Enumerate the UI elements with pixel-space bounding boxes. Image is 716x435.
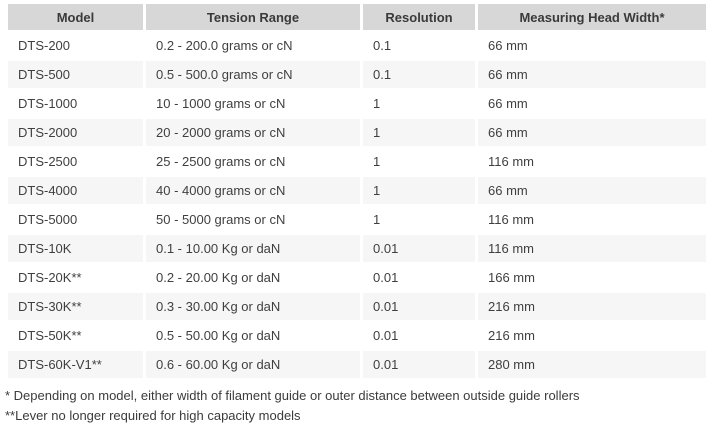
table-row: DTS-30K** 0.3 - 30.00 Kg or daN 0.01 216… — [8, 293, 706, 320]
table-row: DTS-2000 20 - 2000 grams or cN 1 66 mm — [8, 119, 706, 146]
cell-head-width: 216 mm — [478, 293, 706, 320]
cell-tension: 40 - 4000 grams or cN — [146, 177, 360, 204]
cell-model: DTS-30K** — [8, 293, 143, 320]
cell-resolution: 1 — [363, 177, 475, 204]
cell-head-width: 116 mm — [478, 148, 706, 175]
cell-tension: 0.5 - 50.00 Kg or daN — [146, 322, 360, 349]
column-header-resolution: Resolution — [363, 4, 475, 30]
table-row: DTS-60K-V1** 0.6 - 60.00 Kg or daN 0.01 … — [8, 351, 706, 378]
cell-model: DTS-500 — [8, 61, 143, 88]
cell-model: DTS-10K — [8, 235, 143, 262]
table-row: DTS-1000 10 - 1000 grams or cN 1 66 mm — [8, 90, 706, 117]
table-row: DTS-200 0.2 - 200.0 grams or cN 0.1 66 m… — [8, 32, 706, 59]
cell-head-width: 66 mm — [478, 119, 706, 146]
spec-table-body: DTS-200 0.2 - 200.0 grams or cN 0.1 66 m… — [8, 32, 706, 378]
cell-head-width: 280 mm — [478, 351, 706, 378]
cell-model: DTS-4000 — [8, 177, 143, 204]
cell-resolution: 1 — [363, 206, 475, 233]
cell-resolution: 1 — [363, 90, 475, 117]
cell-head-width: 116 mm — [478, 206, 706, 233]
cell-tension: 0.3 - 30.00 Kg or daN — [146, 293, 360, 320]
cell-head-width: 66 mm — [478, 61, 706, 88]
cell-resolution: 0.1 — [363, 32, 475, 59]
table-row: DTS-5000 50 - 5000 grams or cN 1 116 mm — [8, 206, 706, 233]
cell-tension: 25 - 2500 grams or cN — [146, 148, 360, 175]
cell-tension: 0.5 - 500.0 grams or cN — [146, 61, 360, 88]
cell-model: DTS-2000 — [8, 119, 143, 146]
table-row: DTS-4000 40 - 4000 grams or cN 1 66 mm — [8, 177, 706, 204]
spec-table: Model Tension Range Resolution Measuring… — [5, 2, 709, 380]
cell-model: DTS-20K** — [8, 264, 143, 291]
column-header-model: Model — [8, 4, 143, 30]
table-row: DTS-500 0.5 - 500.0 grams or cN 0.1 66 m… — [8, 61, 706, 88]
cell-resolution: 0.01 — [363, 351, 475, 378]
cell-head-width: 66 mm — [478, 177, 706, 204]
cell-resolution: 0.01 — [363, 235, 475, 262]
cell-tension: 0.1 - 10.00 Kg or daN — [146, 235, 360, 262]
footnotes: * Depending on model, either width of fi… — [5, 386, 716, 426]
footnote-lever: **Lever no longer required for high capa… — [5, 408, 301, 423]
cell-model: DTS-200 — [8, 32, 143, 59]
cell-tension: 0.6 - 60.00 Kg or daN — [146, 351, 360, 378]
table-row: DTS-10K 0.1 - 10.00 Kg or daN 0.01 116 m… — [8, 235, 706, 262]
cell-resolution: 0.01 — [363, 264, 475, 291]
cell-model: DTS-2500 — [8, 148, 143, 175]
footnote-measuring-head-width: * Depending on model, either width of fi… — [5, 388, 580, 403]
cell-tension: 0.2 - 20.00 Kg or daN — [146, 264, 360, 291]
cell-model: DTS-5000 — [8, 206, 143, 233]
cell-model: DTS-1000 — [8, 90, 143, 117]
cell-head-width: 216 mm — [478, 322, 706, 349]
cell-resolution: 1 — [363, 119, 475, 146]
column-header-measuring-head-width: Measuring Head Width* — [478, 4, 706, 30]
cell-head-width: 66 mm — [478, 32, 706, 59]
column-header-tension-range: Tension Range — [146, 4, 360, 30]
cell-model: DTS-50K** — [8, 322, 143, 349]
cell-resolution: 0.01 — [363, 322, 475, 349]
table-row: DTS-2500 25 - 2500 grams or cN 1 116 mm — [8, 148, 706, 175]
cell-tension: 0.2 - 200.0 grams or cN — [146, 32, 360, 59]
table-row: DTS-20K** 0.2 - 20.00 Kg or daN 0.01 166… — [8, 264, 706, 291]
cell-resolution: 1 — [363, 148, 475, 175]
cell-head-width: 166 mm — [478, 264, 706, 291]
cell-resolution: 0.1 — [363, 61, 475, 88]
cell-tension: 10 - 1000 grams or cN — [146, 90, 360, 117]
cell-head-width: 116 mm — [478, 235, 706, 262]
cell-model: DTS-60K-V1** — [8, 351, 143, 378]
header-row: Model Tension Range Resolution Measuring… — [8, 4, 706, 30]
cell-tension: 20 - 2000 grams or cN — [146, 119, 360, 146]
spec-table-header: Model Tension Range Resolution Measuring… — [8, 4, 706, 30]
table-row: DTS-50K** 0.5 - 50.00 Kg or daN 0.01 216… — [8, 322, 706, 349]
cell-head-width: 66 mm — [478, 90, 706, 117]
cell-resolution: 0.01 — [363, 293, 475, 320]
cell-tension: 50 - 5000 grams or cN — [146, 206, 360, 233]
